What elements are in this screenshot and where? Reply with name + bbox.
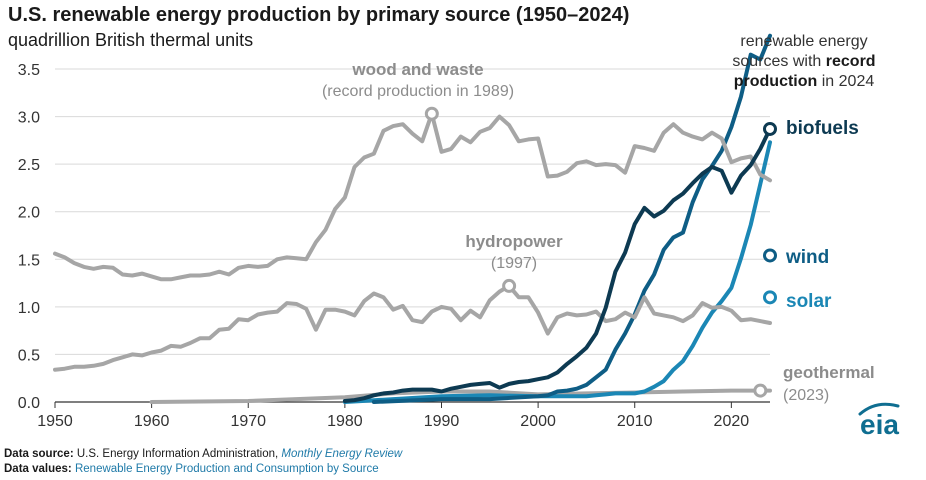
x-tick-label: 1990	[424, 413, 460, 430]
series-line-solar	[342, 140, 772, 404]
record-marker-biofuels	[763, 121, 777, 136]
x-tick-label: 1950	[37, 413, 73, 430]
record-note-segment: in 2024	[817, 73, 874, 90]
eia-logo: eia	[858, 402, 900, 438]
series-line-hydropower	[53, 283, 772, 372]
data-source-line: Data source: U.S. Energy Information Adm…	[4, 448, 402, 460]
monthly-energy-review-link[interactable]: Monthly Energy Review	[281, 448, 403, 460]
y-tick-label: 1.0	[18, 300, 40, 317]
renewable-production-link[interactable]: Renewable Energy Production and Consumpt…	[74, 463, 379, 475]
y-tick-label: 0.5	[18, 347, 40, 364]
data-source-label: Data source:	[4, 448, 74, 460]
record-note-segment: renewable energy	[740, 33, 867, 50]
label-geothermal: geothermal	[783, 363, 875, 382]
record-note-segment: sources with	[732, 53, 825, 70]
label-biofuels: biofuels	[786, 118, 859, 139]
data-source-text: U.S. Energy Information Administration,	[76, 448, 279, 460]
x-tick-label: 2020	[714, 413, 750, 430]
y-tick-label: 3.5	[18, 62, 40, 79]
y-tick-label: 2.5	[18, 157, 40, 174]
x-tick-label: 2000	[520, 413, 556, 430]
series-line-wood-and-waste	[53, 111, 772, 282]
record-note-line: sources with record	[732, 53, 875, 70]
label-wood-and-waste: wood and waste	[351, 60, 483, 79]
y-tick-label: 0.0	[18, 395, 40, 412]
note-geo-record: (2023)	[783, 387, 829, 404]
series-lines	[53, 33, 772, 404]
series-line-biofuels	[342, 126, 772, 403]
x-axis-ticks: 1950 1960 1970 1980 1990 2000 2010 2020	[37, 402, 749, 430]
label-wind: wind	[785, 247, 829, 268]
data-values-line: Data values: Renewable Energy Production…	[4, 463, 379, 475]
record-note-line: renewable energy	[740, 33, 867, 50]
x-tick-label: 1970	[230, 413, 266, 430]
record-marker-geothermal	[753, 383, 768, 398]
y-tick-label: 1.5	[18, 252, 40, 269]
record-marker-solar	[763, 290, 777, 305]
series-labels: wood and waste (record production in 1989…	[322, 33, 876, 404]
record-marker-hydropower	[502, 278, 517, 293]
record-marker-wind	[763, 248, 777, 263]
record-note-line: production in 2024	[734, 73, 875, 90]
y-axis-ticks: 0.0 0.5 1.0 1.5 2.0 2.5 3.0 3.5	[18, 62, 40, 412]
record-markers	[424, 106, 777, 398]
y-tick-label: 2.0	[18, 205, 40, 222]
x-tick-label: 2010	[617, 413, 653, 430]
label-hydropower: hydropower	[465, 232, 563, 251]
record-marker-wood-and-waste	[424, 106, 439, 121]
y-tick-label: 3.0	[18, 110, 40, 127]
note-wood-record: (record production in 1989)	[322, 83, 514, 100]
svg-text:eia: eia	[860, 409, 899, 438]
chart-title: U.S. renewable energy production by prim…	[8, 4, 630, 26]
record-note-segment: production	[734, 73, 818, 90]
record-note-segment: record	[826, 53, 876, 70]
label-solar: solar	[786, 291, 832, 312]
chart-subtitle: quadrillion British thermal units	[8, 30, 254, 50]
note-hydro-record: (1997)	[491, 255, 537, 272]
x-tick-label: 1960	[134, 413, 170, 430]
series-line-wind	[371, 33, 772, 404]
x-tick-label: 1980	[327, 413, 363, 430]
data-values-label: Data values:	[4, 463, 72, 475]
